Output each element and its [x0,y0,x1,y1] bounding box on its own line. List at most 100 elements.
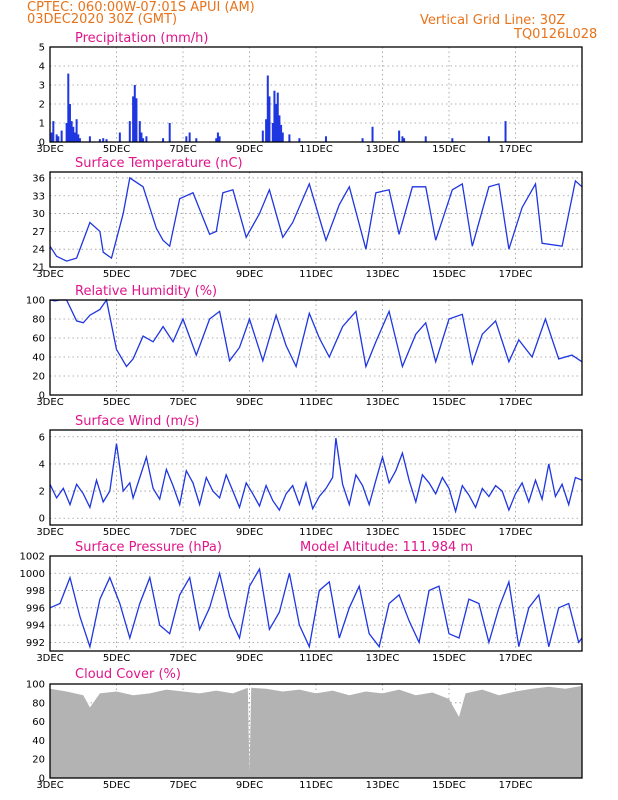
x-tick-label: 17DEC [499,144,533,155]
x-tick-label: 15DEC [432,269,466,280]
panel-frame [49,46,583,143]
x-tick-label: 17DEC [499,527,533,538]
precip-bar [265,119,268,142]
x-tick-label: 13DEC [366,397,400,408]
precip-bar [398,130,401,142]
precip-bar [68,104,71,142]
x-tick-label: 9DEC [236,269,263,280]
header-grid-line-info: Vertical Grid Line: 30Z [420,13,566,28]
precip-bar [403,138,406,142]
precip-bar [73,132,76,142]
x-tick-label: 9DEC [236,780,263,791]
precip-bar [78,138,81,142]
precip-bar [268,96,271,142]
precip-bar [70,121,73,142]
x-tick-label: 13DEC [366,144,400,155]
precip-bar [487,136,490,142]
precip-bar [298,138,301,142]
precip-bar [371,126,374,142]
header-model-code: TQ0126L028 [514,27,598,42]
y-tick-label: 994 [26,621,45,632]
x-tick-label: 3DEC [36,397,63,408]
x-tick-label: 7DEC [169,269,196,280]
precip-bar [504,121,507,142]
precip-bar [98,139,101,142]
y-tick-label: 33 [32,191,45,202]
panel-title: Cloud Cover (%) [75,667,181,682]
x-tick-label: 15DEC [432,397,466,408]
y-tick-label: 5 [39,43,45,54]
y-tick-label: 998 [26,586,45,597]
precip-bar [451,138,454,142]
x-tick-label: 17DEC [499,269,533,280]
y-tick-label: 27 [32,227,45,238]
y-tick-label: 1002 [20,552,45,563]
y-tick-label: 2 [39,100,45,111]
y-tick-label: 4 [39,459,45,470]
x-tick-label: 9DEC [236,144,263,155]
x-tick-label: 3DEC [36,653,63,664]
precip-bar [273,90,276,142]
x-tick-label: 5DEC [103,527,130,538]
x-tick-label: 15DEC [432,144,466,155]
panel-title: Relative Humidity (%) [75,284,217,299]
x-tick-label: 5DEC [103,397,130,408]
precip-bar [132,96,135,142]
precip-bar [261,130,264,142]
panel-frame [49,683,583,779]
y-tick-label: 36 [32,173,45,184]
x-tick-label: 11DEC [299,527,333,538]
x-tick-label: 9DEC [236,397,263,408]
precip-bar [50,132,53,142]
x-tick-label: 15DEC [432,527,466,538]
precip-bar [361,138,364,142]
x-tick-label: 7DEC [169,780,196,791]
precip-bar [145,136,148,142]
y-tick-label: 100 [26,296,45,307]
precip-bar [266,75,269,142]
precip-bar [168,123,171,142]
precip-bar [215,138,218,142]
y-tick-label: 1 [39,119,45,130]
model-altitude-annotation: Model Altitude: 111.984 m [300,540,473,555]
x-tick-label: 7DEC [169,397,196,408]
precip-bar [55,134,58,142]
x-tick-label: 5DEC [103,144,130,155]
y-tick-label: 3 [39,81,45,92]
y-tick-label: 0 [39,138,45,149]
y-tick-label: 40 [32,736,45,747]
y-tick-label: 100 [26,680,45,691]
y-tick-label: 60 [32,334,45,345]
y-tick-label: 6 [39,432,45,443]
y-tick-label: 20 [32,372,45,383]
x-tick-label: 9DEC [236,527,263,538]
precip-bar [72,126,75,142]
y-tick-label: 0 [39,391,45,402]
cloud-cover-area [50,685,582,778]
x-tick-label: 3DEC [36,269,63,280]
panel-frame [49,171,583,268]
precip-bar [281,132,284,142]
panel-title: Surface Pressure (hPa) [75,540,222,555]
y-tick-label: 80 [32,698,45,709]
y-tick-label: 30 [32,209,45,220]
y-tick-label: 0 [39,774,45,785]
precip-bar [140,132,143,142]
precip-bar [401,136,404,142]
precip-bar [280,124,283,142]
x-tick-label: 11DEC [299,780,333,791]
panel-frame [49,299,583,396]
panel-frame [49,429,583,526]
x-tick-label: 7DEC [169,144,196,155]
precip-bar [162,138,165,142]
precip-bar [88,136,91,142]
precip-bar [276,92,279,142]
precip-bar [195,138,198,142]
panel-title: Surface Wind (m/s) [75,414,199,429]
x-tick-label: 11DEC [299,397,333,408]
y-tick-label: 992 [26,638,45,649]
series-line [49,438,583,514]
y-tick-label: 1000 [20,569,45,580]
x-tick-label: 15DEC [432,780,466,791]
